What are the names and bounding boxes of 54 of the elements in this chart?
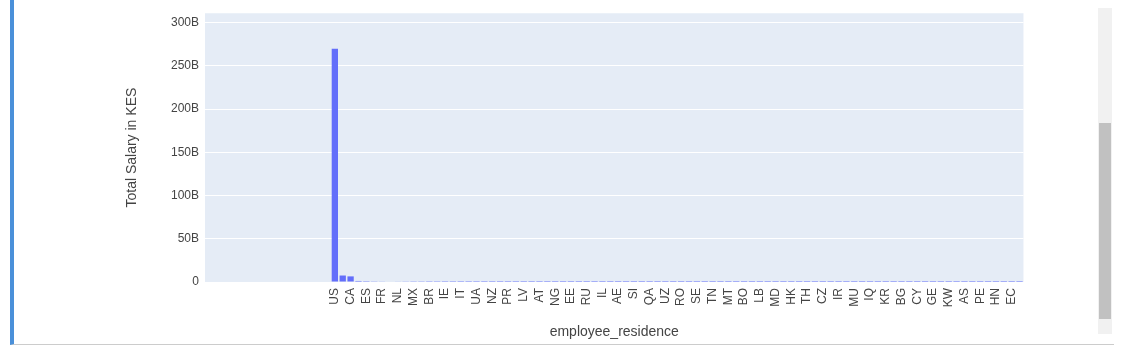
x-tick-label: BG bbox=[893, 288, 908, 306]
x-tick-label: NZ bbox=[484, 288, 499, 304]
x-tick-label: TN bbox=[704, 288, 719, 304]
x-tick-label: FR bbox=[374, 287, 389, 304]
y-tick-label: 150B bbox=[170, 144, 199, 159]
x-tick-label: UZ bbox=[657, 288, 672, 304]
x-tick-label: IT bbox=[453, 287, 468, 299]
x-tick-label: IE bbox=[437, 288, 452, 300]
x-tick-label: LB bbox=[752, 288, 767, 303]
x-tick-label: PR bbox=[500, 287, 515, 305]
x-tick-label: NL bbox=[390, 287, 405, 304]
y-tick-label: 300B bbox=[170, 15, 199, 30]
x-tick-label: KR bbox=[878, 287, 893, 305]
x-tick-label: MU bbox=[846, 288, 861, 307]
x-tick-label: IL bbox=[594, 287, 609, 299]
x-tick-label: EE bbox=[563, 288, 578, 305]
x-tick-label: EC bbox=[1003, 287, 1018, 305]
x-tick-label: MT bbox=[720, 287, 735, 306]
x-tick-label: HK bbox=[783, 288, 798, 305]
x-tick-label: BR bbox=[421, 287, 436, 305]
x-tick-label: GE bbox=[925, 288, 940, 306]
x-tick-label: ES bbox=[358, 288, 373, 305]
y-tick-label: 50B bbox=[177, 231, 199, 246]
x-tick-label: RU bbox=[579, 288, 594, 306]
x-tick-label: US bbox=[327, 288, 342, 305]
x-tick-label: UA bbox=[468, 288, 483, 305]
x-tick-label: SE bbox=[689, 288, 704, 305]
x-tick-label: TH bbox=[799, 288, 814, 304]
y-axis-title: Total Salary in KES bbox=[123, 87, 140, 208]
x-tick-label: NG bbox=[547, 288, 562, 306]
x-tick-label: KW bbox=[941, 287, 956, 308]
x-tick-label: IR bbox=[830, 287, 845, 300]
y-tick-label: 0 bbox=[192, 274, 200, 289]
x-tick-label: MD bbox=[767, 287, 782, 307]
x-tick-label: IQ bbox=[862, 288, 877, 301]
x-tick-label: MX bbox=[405, 288, 420, 306]
bar bbox=[331, 48, 338, 282]
x-tick-label: AS bbox=[956, 288, 971, 305]
x-tick-label: SI bbox=[626, 288, 641, 300]
x-axis-title: employee_residence bbox=[549, 323, 680, 340]
x-tick-label: PE bbox=[972, 288, 987, 305]
x-tick-label: RO bbox=[673, 288, 688, 306]
x-tick-label: CY bbox=[909, 288, 924, 305]
x-tick-label: QA bbox=[641, 288, 656, 306]
x-tick-label: AE bbox=[610, 288, 625, 305]
x-tick-label: CZ bbox=[815, 288, 830, 304]
x-tick-label: HN bbox=[988, 288, 1003, 306]
x-tick-label: LV bbox=[516, 288, 531, 302]
x-tick-label: AT bbox=[531, 287, 546, 303]
x-tick-label: CA bbox=[342, 288, 357, 305]
x-tick-label: BO bbox=[736, 288, 751, 306]
y-tick-label: 200B bbox=[170, 101, 199, 116]
y-tick-label: 100B bbox=[170, 187, 199, 202]
y-tick-label: 250B bbox=[170, 58, 199, 73]
